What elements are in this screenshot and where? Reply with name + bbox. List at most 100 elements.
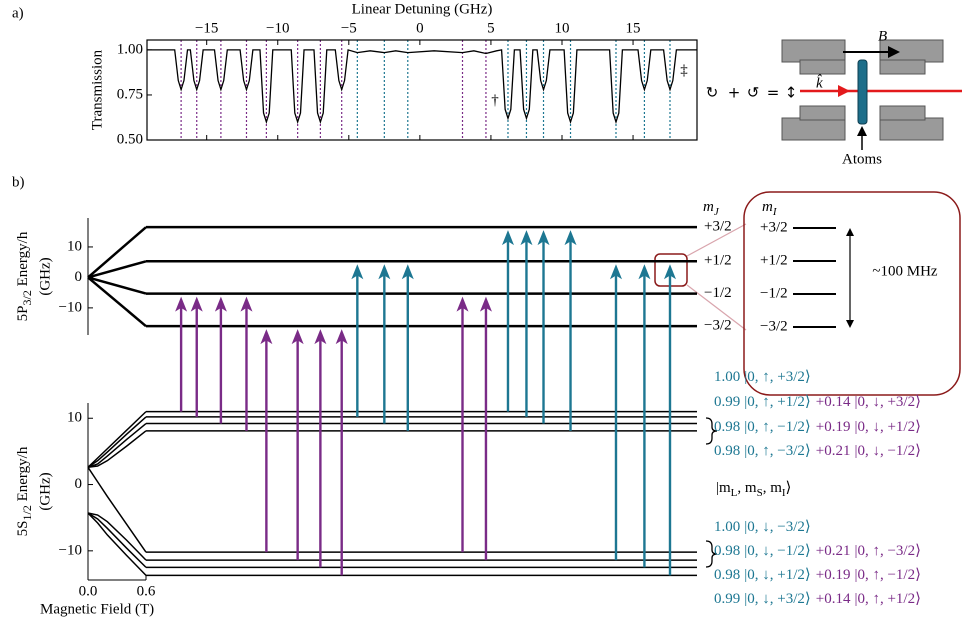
basis-label-part: , m <box>763 480 783 496</box>
transition-arrow <box>537 230 550 424</box>
state-label: 1.00 |0, ↓, −3/2⟩ <box>714 519 811 535</box>
state-coefficient: 0.99 <box>714 394 740 410</box>
state-coefficient: +0.19 <box>816 567 851 583</box>
atoms-arrow-head <box>857 126 867 136</box>
state-coefficient: 0.98 <box>714 567 740 583</box>
x-tick-label: 10 <box>554 20 569 36</box>
transition-arrow <box>314 329 327 568</box>
mi-header: mI <box>762 199 778 217</box>
x-tick-label: −15 <box>195 20 218 36</box>
y-axis-title-part: 5P <box>15 305 31 321</box>
mj-header: mJ <box>703 199 720 217</box>
transmission-curve <box>147 49 697 125</box>
energy-level <box>87 512 147 568</box>
energy-level <box>87 416 147 468</box>
panel-label: b) <box>12 174 25 190</box>
state-label: 0.98 |0, ↑, −3/2⟩ +0.21 |0, ↓, −1/2⟩ <box>714 443 921 459</box>
basis-label-part: |m <box>716 480 731 496</box>
state-coefficient: 0.98 <box>714 419 740 435</box>
state-ket: |0, ↓, +3/2⟩ <box>854 394 920 410</box>
mj-header-part: m <box>703 199 714 215</box>
state-coefficient: +0.21 <box>816 443 851 459</box>
y-tick-label: 0.75 <box>117 86 143 102</box>
mi-value: +1/2 <box>760 252 788 268</box>
transition-arrow <box>663 264 676 576</box>
annotation: ‡ <box>680 62 688 78</box>
panel-label: a) <box>12 5 24 21</box>
electrode <box>781 117 846 141</box>
spacing-label: ~100 MHz <box>872 263 938 279</box>
energy-level <box>87 512 147 561</box>
polarization-symbol: + <box>728 84 741 102</box>
y-tick-label: −10 <box>59 542 82 558</box>
x-tick-label: 15 <box>626 20 641 36</box>
electrode <box>799 105 846 121</box>
x-tick-label: −10 <box>266 20 289 36</box>
y-axis-title: 5S1/2 Energy/h <box>15 446 33 536</box>
wavevector-label: k̂ <box>816 74 823 91</box>
transition-arrow <box>240 296 253 431</box>
state-ket: |0, ↑, +1/2⟩ <box>854 591 920 607</box>
y-tick-label: 0 <box>75 476 83 492</box>
transition-arrow <box>401 264 414 431</box>
basis-label-part: , m <box>737 480 757 496</box>
transition-arrow <box>609 264 622 561</box>
state-label: 0.98 |0, ↓, −1/2⟩ +0.21 |0, ↑, −3/2⟩ <box>714 543 921 559</box>
transition-arrow <box>378 264 391 424</box>
basis-label-part: ⟩ <box>786 480 792 496</box>
y-axis-title-part: Energy/h <box>15 446 31 505</box>
energy-level <box>87 276 147 328</box>
y-tick-label: 0.50 <box>117 131 143 147</box>
transition-arrow <box>351 264 364 417</box>
transition-arrow <box>456 296 469 553</box>
state-coefficient: 0.98 <box>714 543 740 559</box>
mi-header-part: m <box>762 199 773 215</box>
y-tick-label: −10 <box>59 299 82 315</box>
y-tick-label: 10 <box>67 410 82 426</box>
transition-arrow <box>190 296 203 417</box>
mi-header-part: I <box>772 206 778 218</box>
polarization-symbol: ↺ <box>747 84 760 102</box>
energy-level <box>87 260 147 279</box>
state-coefficient: +0.14 <box>816 591 851 607</box>
electrode <box>879 117 944 141</box>
transition-arrow <box>520 230 533 417</box>
x-axis-title: Magnetic Field (T) <box>40 601 154 617</box>
state-coefficient: +0.21 <box>816 543 851 559</box>
state-coefficient: 1.00 <box>714 519 740 535</box>
energy-level <box>87 276 147 295</box>
mj-header-part: J <box>714 206 720 218</box>
y-axis-title-part: 3/2 <box>20 290 34 305</box>
mi-value: +3/2 <box>760 219 788 235</box>
energy-level <box>87 226 147 279</box>
atom-setup <box>781 39 962 150</box>
state-label: 1.00 |0, ↑, +3/2⟩ <box>714 369 811 385</box>
state-coefficient: +0.19 <box>816 419 851 435</box>
transition-arrow <box>335 329 348 576</box>
state-ket: |0, ↑, −1/2⟩ <box>854 567 920 583</box>
y-tick-label: 0 <box>75 269 83 285</box>
basis-label-part: L <box>731 487 738 499</box>
transition-arrow <box>638 264 651 568</box>
field-label: B <box>878 28 887 44</box>
energy-level <box>87 512 147 576</box>
transition-arrow <box>291 329 304 561</box>
mj-value: +3/2 <box>704 219 732 235</box>
y-axis-unit: (GHz) <box>37 472 53 510</box>
mj-value: −3/2 <box>704 318 732 334</box>
field-arrow-head <box>888 46 900 58</box>
x-axis-title: Linear Detuning (GHz) <box>352 1 493 17</box>
plot-frame <box>146 39 698 141</box>
basis-label-part: S <box>757 487 763 499</box>
y-axis-title: 5P3/2 Energy/h <box>15 231 33 321</box>
x-tick-label: 0.0 <box>79 583 98 599</box>
state-label: 0.98 |0, ↑, −1/2⟩ +0.19 |0, ↓, +1/2⟩ <box>714 419 921 435</box>
electrode <box>879 105 926 121</box>
brace <box>705 540 718 568</box>
transition-arrow <box>175 296 188 412</box>
state-ket: |0, ↓, −1/2⟩ <box>744 543 810 559</box>
y-axis-title-part: 1/2 <box>20 505 34 520</box>
y-axis-title: Transmission <box>89 49 105 130</box>
